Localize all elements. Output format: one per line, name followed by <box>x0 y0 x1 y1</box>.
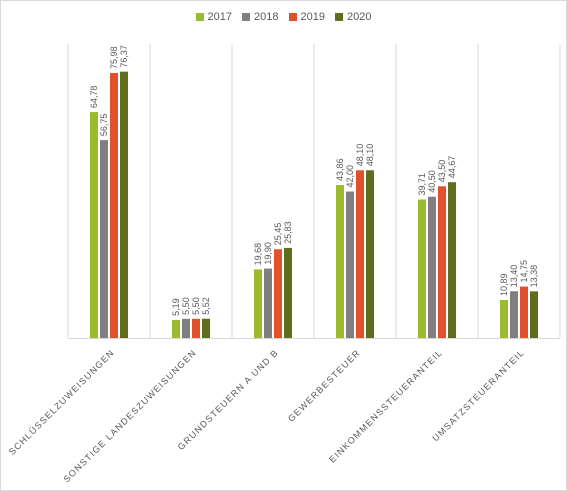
legend-label: 2017 <box>207 11 233 23</box>
data-label: 76,37 <box>119 45 129 68</box>
data-label: 14,75 <box>519 260 529 283</box>
bar-2019-4 <box>438 186 446 338</box>
data-label: 25,83 <box>283 221 293 244</box>
bar-2020-5 <box>530 291 538 338</box>
legend: 2017 2018 2019 2020 <box>1 11 566 23</box>
legend-item-2020: 2020 <box>334 11 372 23</box>
bar-2018-5 <box>510 291 518 338</box>
bar-2020-4 <box>448 182 456 338</box>
data-label: 13,38 <box>529 265 539 288</box>
bar-2017-2 <box>254 269 262 338</box>
legend-item-2018: 2018 <box>242 11 279 23</box>
data-label: 42,00 <box>345 165 355 188</box>
legend-item-2019: 2019 <box>288 11 325 23</box>
category-label: UMSATZSTEUERANTEIL <box>430 347 526 443</box>
legend-label: 2018 <box>254 11 279 23</box>
bar-2019-0 <box>110 73 118 339</box>
category-label: GEWERBESTEUER <box>286 347 362 423</box>
bar-2017-4 <box>418 199 426 338</box>
data-label: 48,10 <box>355 144 365 167</box>
data-label: 5,52 <box>201 297 211 315</box>
bar-2019-5 <box>520 286 528 338</box>
data-label: 39,71 <box>417 173 427 196</box>
data-label: 43,86 <box>335 159 345 182</box>
bar-2017-3 <box>336 185 344 338</box>
bar-2019-3 <box>356 170 364 338</box>
bar-2017-5 <box>500 300 508 338</box>
data-label: 19,68 <box>253 243 263 266</box>
data-label: 43,50 <box>437 160 447 183</box>
bar-2017-0 <box>90 112 98 339</box>
bar-2018-0 <box>100 140 108 338</box>
legend-label: 2019 <box>300 11 325 23</box>
bar-2018-3 <box>346 191 354 338</box>
legend-swatch <box>242 13 251 21</box>
bar-2018-2 <box>264 268 272 338</box>
bar-2020-3 <box>366 170 374 338</box>
data-label: 5,19 <box>171 298 181 316</box>
legend-item-2017: 2017 <box>195 11 233 23</box>
bar-2020-0 <box>120 71 128 339</box>
data-label: 75,98 <box>109 46 119 69</box>
data-label: 44,67 <box>447 156 457 179</box>
data-label: 19,90 <box>263 242 273 265</box>
bar-2019-2 <box>274 249 282 338</box>
bar-2017-1 <box>172 319 180 338</box>
data-label: 13,40 <box>509 265 519 288</box>
bar-2019-1 <box>192 318 200 338</box>
bar-2020-1 <box>202 318 210 338</box>
bar-2020-2 <box>284 247 292 338</box>
data-label: 25,45 <box>273 223 283 246</box>
data-label: 5,50 <box>181 297 191 315</box>
legend-swatch <box>195 13 204 21</box>
legend-swatch <box>334 13 343 21</box>
data-label: 48,10 <box>365 144 375 167</box>
category-label: SONSTIGE LANDESZUWEISUNGEN <box>61 347 198 484</box>
data-label: 5,50 <box>191 297 201 315</box>
legend-label: 2020 <box>346 11 372 23</box>
bar-2018-4 <box>428 196 436 338</box>
data-label: 40,50 <box>427 170 437 193</box>
legend-swatch <box>288 13 297 21</box>
data-label: 64,78 <box>89 86 99 109</box>
data-label: 10,89 <box>499 273 509 296</box>
data-label: 56,75 <box>99 114 109 137</box>
bar-2018-1 <box>182 318 190 338</box>
category-label: GRUNDSTEUERN A UND B <box>176 347 281 452</box>
